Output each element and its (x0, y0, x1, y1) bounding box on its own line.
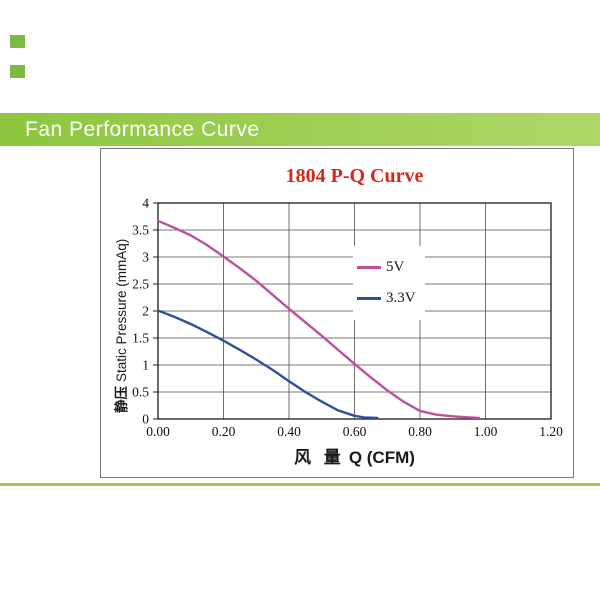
y-axis-title-cn: 静压 (114, 386, 129, 413)
pq-curve-chart: 0 0.5 1 1.5 2 2.5 3 3.5 4 0.00 0.20 0.40 0.60 0.80 1.0… (100, 148, 574, 478)
x-tick-label: 1.20 (539, 424, 563, 439)
legend-swatch-5v (357, 266, 381, 270)
legend-label-3-3v: 3.3V (386, 289, 416, 306)
y-tick-label: 1 (142, 358, 149, 373)
legend-entry-5v: 5V (357, 259, 425, 276)
y-tick-label: 3.5 (132, 223, 149, 238)
legend-label-5v: 5V (386, 259, 405, 276)
x-tick-label: 0.00 (146, 424, 170, 439)
x-tick-label: 0.20 (212, 424, 236, 439)
x-tick-label: 0.40 (277, 424, 301, 439)
x-axis-title-cn: 风 量 (294, 448, 345, 467)
x-tick-label: 0.80 (408, 424, 432, 439)
chart-title: 1804 P-Q Curve (285, 165, 424, 187)
decor-green-square-2 (10, 65, 25, 78)
banner-title: Fan Performance Curve (25, 117, 260, 141)
series-line-5V (156, 219, 481, 420)
legend-entry-3-3v: 3.3V (357, 290, 425, 307)
y-tick-label: 4 (142, 196, 149, 211)
x-tick-label: 0.60 (343, 424, 367, 439)
legend-swatch-3-3v (357, 296, 381, 300)
y-tick-label: 2 (142, 304, 149, 319)
y-tick-label: 2.5 (132, 277, 149, 292)
y-tick-label: 1.5 (132, 331, 149, 346)
chart-legend: 5V 3.3V (353, 246, 425, 320)
x-tick-label: 1.00 (474, 424, 498, 439)
y-tick-label: 0 (142, 412, 149, 427)
y-axis-title: 静压 Static Pressure (mmAq) (110, 239, 130, 413)
chart-svg: 0 0.5 1 1.5 2 2.5 3 3.5 4 0.00 0.20 0.40 0.60 0.80 1.0… (132, 196, 563, 440)
series-line-3.3V (156, 309, 379, 420)
bottom-accent-line (0, 483, 600, 486)
y-tick-label: 0.5 (132, 385, 149, 400)
y-axis-title-en: Static Pressure (mmAq) (114, 238, 129, 382)
y-tick-label: 3 (142, 250, 149, 265)
x-axis-title-en: Q (CFM) (348, 448, 415, 467)
section-banner: Fan Performance Curve (0, 113, 600, 146)
decor-green-square-1 (10, 35, 25, 48)
